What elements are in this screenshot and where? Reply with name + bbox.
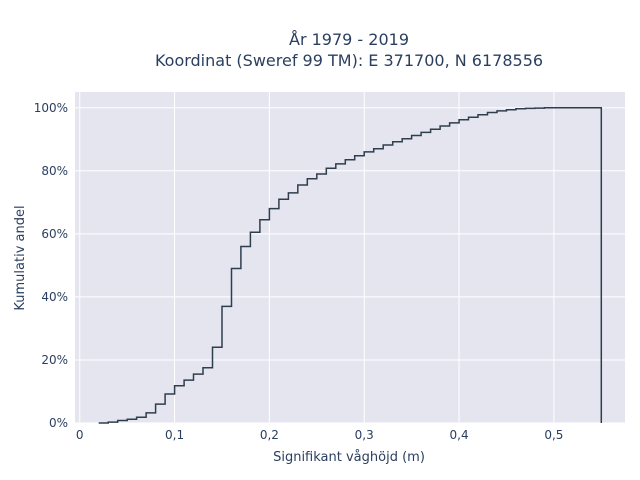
y-tick-label: 100% xyxy=(34,101,68,115)
y-tick-label: 60% xyxy=(41,227,68,241)
x-tick-label: 0 xyxy=(76,428,84,442)
x-tick-label: 0,4 xyxy=(450,428,469,442)
y-tick-label: 0% xyxy=(49,416,68,430)
x-tick-labels: 0 0,1 0,2 0,3 0,4 0,5 xyxy=(76,428,564,442)
x-axis-label: Signifikant våghöjd (m) xyxy=(273,450,425,465)
y-tick-label: 20% xyxy=(41,353,68,367)
x-tick-label: 0,3 xyxy=(355,428,374,442)
chart-title-line-1: År 1979 - 2019 xyxy=(289,30,409,49)
y-tick-label: 80% xyxy=(41,164,68,178)
y-tick-label: 40% xyxy=(41,290,68,304)
y-axis-label: Kumulativ andel xyxy=(13,205,28,310)
y-tick-labels: 0% 20% 40% 60% 80% 100% xyxy=(34,101,68,430)
x-tick-label: 0,1 xyxy=(165,428,184,442)
x-gridlines xyxy=(79,92,555,423)
x-tick-label: 0,2 xyxy=(260,428,279,442)
cumulative-step-line xyxy=(98,107,603,424)
plot-background xyxy=(75,92,625,423)
chart-title-line-2: Koordinat (Sweref 99 TM): E 371700, N 61… xyxy=(155,51,543,70)
x-tick-label: 0,5 xyxy=(544,428,563,442)
